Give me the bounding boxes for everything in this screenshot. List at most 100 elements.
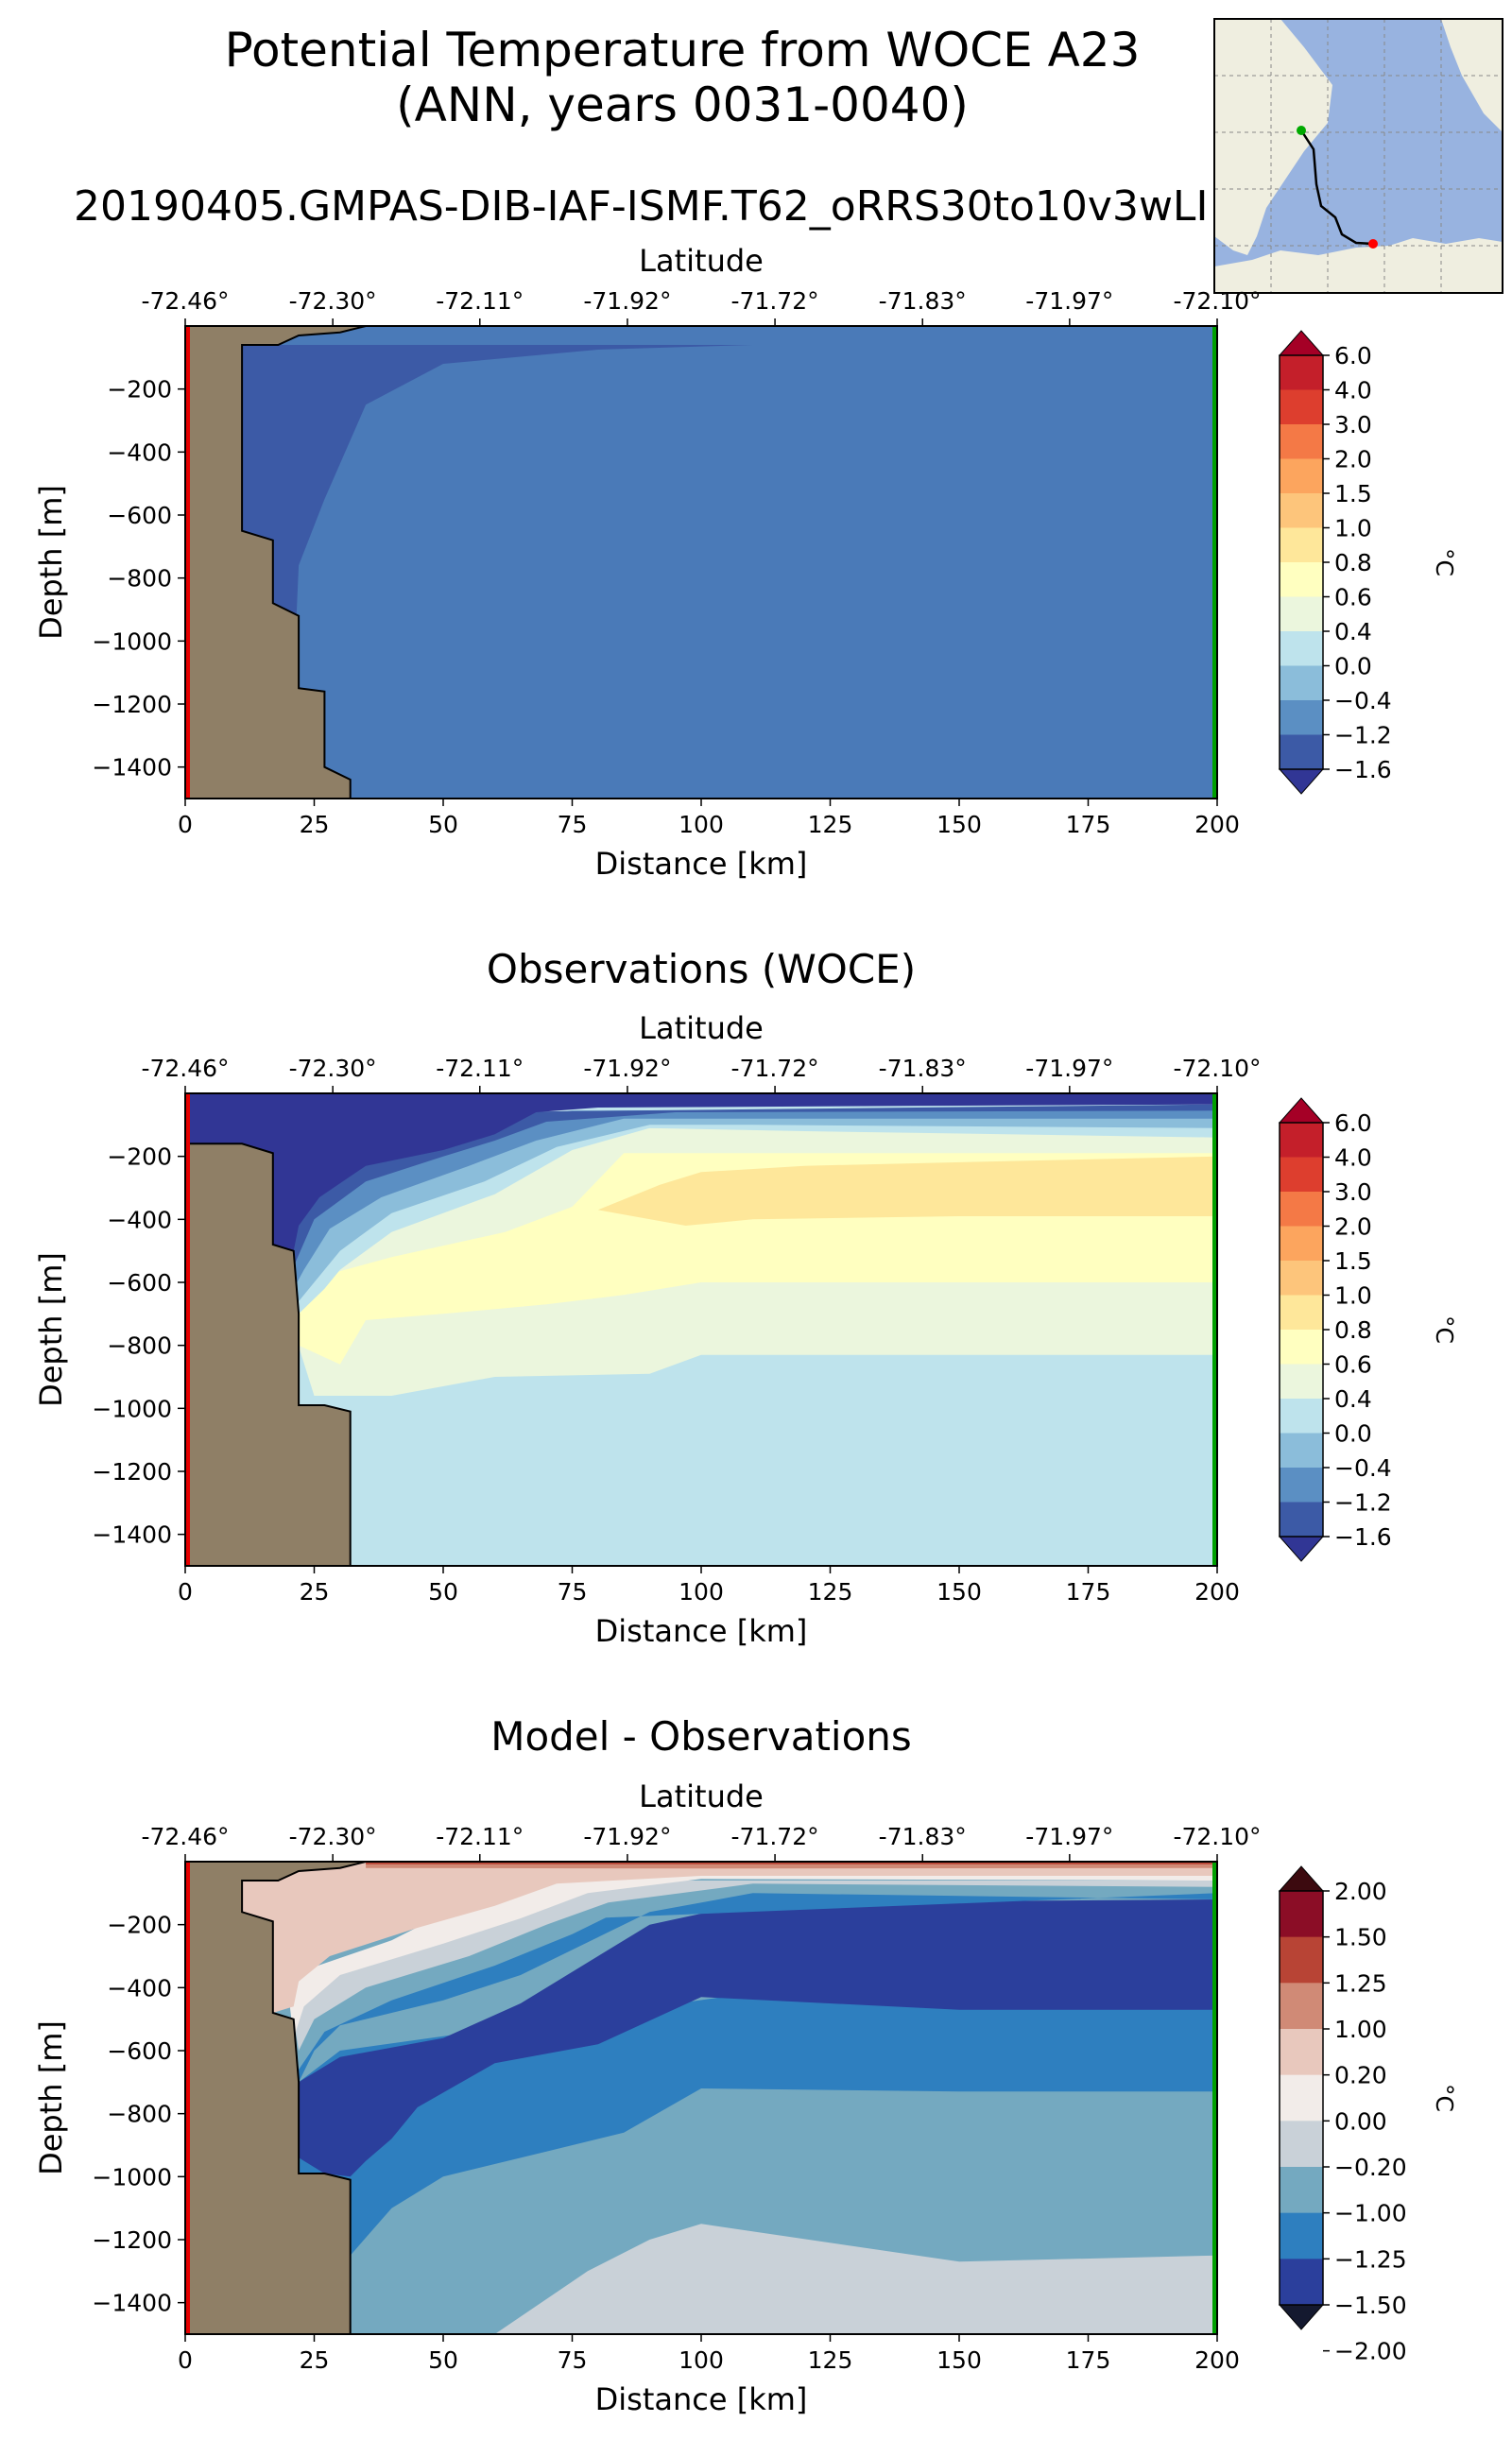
section-track-line: [1299, 129, 1374, 246]
top-tick-label: -72.30°: [289, 1823, 377, 1850]
x-tick-label: 175: [1066, 1578, 1111, 1606]
antarctica-landmass: [1214, 238, 1503, 293]
track-end-marker: [1368, 239, 1378, 249]
y-tick-label: −200: [107, 376, 172, 404]
top-tick-label: -71.92°: [583, 1055, 671, 1082]
colorbar-segment: [1280, 1891, 1323, 1938]
colorbar-segment: [1280, 2121, 1323, 2168]
y-axis-label: Depth [m]: [33, 485, 69, 640]
colorbar-tick-label: 1.0: [1334, 1282, 1372, 1310]
colorbar-tick-label: 0.4: [1334, 618, 1372, 645]
section-end-line: [1212, 326, 1217, 799]
top-tick-label: -71.83°: [879, 287, 967, 315]
colorbar-segment: [1280, 1123, 1323, 1158]
bathymetry-land: [185, 326, 367, 799]
colorbar: 6.0 4.0 3.0 2.0 1.5 1.0 0.8 0.6 0.4 0.0 −0.4 −1.2 −1…: [1278, 330, 1458, 795]
map-graticule: [1214, 19, 1503, 293]
colorbar-segment: [1280, 1364, 1323, 1400]
top-tick-label: -72.10°: [1173, 1823, 1261, 1850]
colorbar-tick-label: 2.0: [1334, 446, 1372, 473]
colorbar-tick-label: 3.0: [1334, 411, 1372, 438]
y-tick-label: −800: [107, 1332, 172, 1360]
y-tick-label: −1000: [92, 627, 172, 655]
y-tick-label: −800: [107, 565, 172, 593]
section-start-line: [185, 1862, 190, 2334]
section-end-line: [1212, 1862, 1217, 2334]
colorbar-extend-max: [1278, 330, 1325, 356]
top-tick-label: -71.97°: [1025, 1823, 1113, 1850]
x-tick-label: 200: [1194, 811, 1240, 838]
colorbar-segment: [1280, 1983, 1323, 2030]
colorbar-label: °C: [1431, 548, 1458, 576]
colorbar-tick-label: 0.20: [1334, 2062, 1387, 2089]
x-tick-label: 175: [1066, 2346, 1111, 2374]
x-tick-label: 75: [558, 2346, 588, 2374]
colorbar-segment: [1280, 1157, 1323, 1193]
colorbar-tick-label: 3.0: [1334, 1178, 1372, 1206]
figure-title-line1: Potential Temperature from WOCE A23: [225, 23, 1141, 77]
colorbar-tick-label: 0.4: [1334, 1385, 1372, 1413]
colorbar-segment: [1280, 2074, 1323, 2122]
colorbar-segment: [1280, 493, 1323, 528]
contour-region-4: [288, 1115, 1217, 1301]
panel-observations: Observations (WOCE) 0 25 50 75 100 125 150 175 20…: [33, 946, 1458, 1649]
section-end-line: [1212, 1093, 1217, 1566]
x-tick-label: 175: [1066, 811, 1111, 838]
x-tick-label: 0: [178, 811, 193, 838]
colorbar-segment: [1280, 1192, 1323, 1227]
track-start-marker: [1297, 126, 1306, 135]
colorbar-tick-label: 1.0: [1334, 515, 1372, 542]
y-tick-label: −600: [107, 502, 172, 529]
x-tick-label: 150: [936, 2346, 982, 2374]
figure-title-line2: (ANN, years 0031-0040): [396, 77, 969, 132]
top-tick-label: -71.72°: [731, 1055, 819, 1082]
colorbar-tick-label: 1.00: [1334, 2016, 1387, 2043]
colorbar: 2.00 1.50 1.25 1.00 0.20 0.00 −0.20 −1.00 −1.25 −…: [1278, 1865, 1458, 2365]
top-tick-label: -71.72°: [731, 1823, 819, 1850]
contour-region-3: [293, 1893, 1217, 2083]
colorbar-tick-label: −0.4: [1334, 687, 1392, 714]
colorbar-label: °C: [1431, 2084, 1458, 2112]
colorbar-extend-max: [1278, 1097, 1325, 1124]
colorbar-tick-label: 1.5: [1334, 1247, 1372, 1275]
colorbar-segment: [1280, 1502, 1323, 1538]
colorbar-tick-label: −1.2: [1334, 1489, 1392, 1517]
top-tick-label: -72.11°: [436, 1055, 524, 1082]
colorbar-segment: [1280, 2212, 1323, 2259]
x-tick-label: 75: [558, 1578, 588, 1606]
colorbar-tick-label: 1.50: [1334, 1924, 1387, 1951]
colorbar-segment: [1280, 1433, 1323, 1469]
colorbar-frame: [1279, 1890, 1324, 2306]
x-tick-label: 0: [178, 2346, 193, 2374]
y-tick-label: −1200: [92, 1458, 172, 1486]
colorbar-tick-label: −1.6: [1334, 1523, 1392, 1551]
top-tick-label: -71.83°: [879, 1055, 967, 1082]
colorbar-tick-label: −0.4: [1334, 1454, 1392, 1482]
map-frame: [1213, 18, 1503, 294]
top-tick-label: -72.46°: [141, 1823, 229, 1850]
y-tick-label: −600: [107, 1269, 172, 1297]
x-tick-label: 25: [300, 811, 330, 838]
colorbar-tick-label: −1.50: [1334, 2292, 1407, 2319]
colorbar-segment: [1280, 1295, 1323, 1331]
top-tick-label: -72.30°: [289, 287, 377, 315]
colorbar-tick-label: −1.6: [1334, 756, 1392, 783]
colorbar-tick-label: −2.00: [1334, 2338, 1407, 2365]
colorbar-tick-label: 2.00: [1334, 1878, 1387, 1905]
contour-region-7: [185, 1093, 1217, 1251]
y-axis-label: Depth [m]: [33, 2020, 69, 2175]
y-tick-label: −1200: [92, 2226, 172, 2254]
colorbar-segment: [1280, 1399, 1323, 1434]
contour-region-2: [597, 1156, 1217, 1226]
colorbar-tick-label: 0.8: [1334, 1316, 1372, 1344]
x-tick-label: 75: [558, 811, 588, 838]
y-tick-label: −200: [107, 1143, 172, 1171]
x-tick-label: 100: [679, 1578, 724, 1606]
colorbar-tick-label: 0.0: [1334, 1420, 1372, 1448]
top-tick-label: -72.46°: [141, 1055, 229, 1082]
colorbar-segment: [1280, 1261, 1323, 1296]
y-tick-label: −1400: [92, 2290, 172, 2317]
top-axis-label: Latitude: [639, 1010, 764, 1046]
x-axis-label: Distance [km]: [595, 1613, 808, 1649]
